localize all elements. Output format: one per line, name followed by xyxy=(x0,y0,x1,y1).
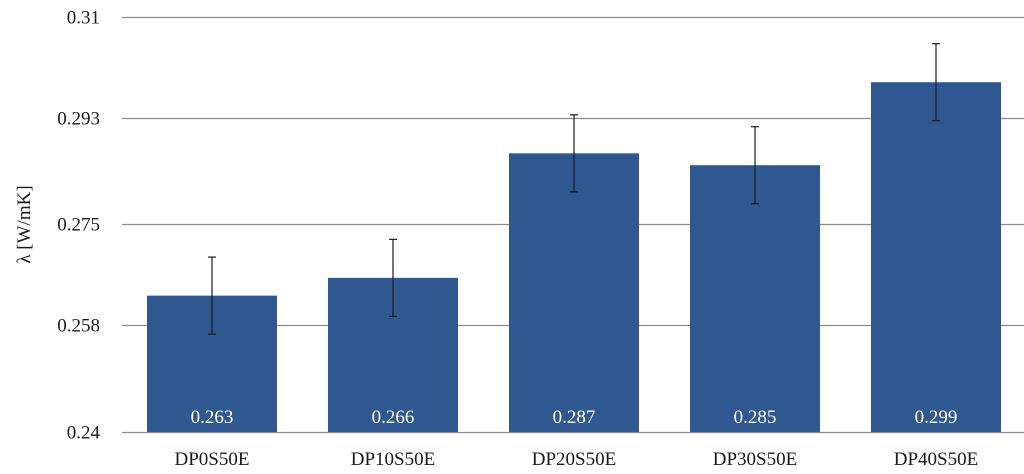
data-label: 0.299 xyxy=(915,407,958,428)
bar xyxy=(509,153,639,432)
y-tick-label: 0.31 xyxy=(67,8,100,29)
x-tick-label: DP30S50E xyxy=(713,449,797,470)
y-tick-label: 0.293 xyxy=(57,109,100,130)
data-label: 0.285 xyxy=(734,407,777,428)
x-axis-ticks: DP0S50E DP10S50E DP20S50E DP30S50E DP40S50E xyxy=(175,449,979,470)
x-tick-label: DP0S50E xyxy=(175,449,250,470)
data-label: 0.266 xyxy=(372,407,415,428)
y-axis-ticks: 0.24 0.258 0.275 0.293 0.31 xyxy=(57,8,100,444)
y-tick-label: 0.258 xyxy=(57,316,100,337)
y-axis-title: λ [W/mK] xyxy=(14,185,35,263)
bars xyxy=(147,82,1001,432)
x-tick-label: DP20S50E xyxy=(532,449,616,470)
y-tick-label: 0.275 xyxy=(57,215,100,236)
x-tick-label: DP10S50E xyxy=(351,449,435,470)
bar xyxy=(871,82,1001,432)
data-label: 0.263 xyxy=(191,407,234,428)
error-bars xyxy=(208,43,940,335)
y-tick-label: 0.24 xyxy=(67,423,101,444)
data-labels: 0.263 0.266 0.287 0.285 0.299 xyxy=(191,407,958,428)
x-tick-label: DP40S50E xyxy=(894,449,978,470)
bar xyxy=(690,165,820,432)
data-label: 0.287 xyxy=(553,407,596,428)
